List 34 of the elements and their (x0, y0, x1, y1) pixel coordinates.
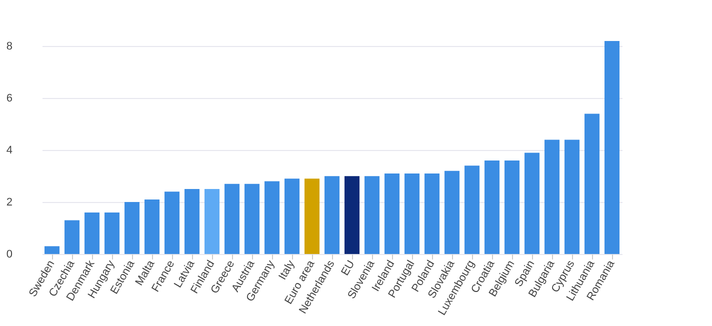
bar (324, 176, 340, 254)
bar (564, 140, 580, 254)
bar (124, 202, 140, 254)
bar (84, 212, 100, 254)
bar (304, 178, 320, 254)
y-tick-label: 0 (6, 248, 12, 260)
bar (284, 178, 300, 254)
bar (184, 189, 200, 254)
bar (524, 152, 540, 254)
bar (244, 184, 260, 254)
bar (364, 176, 380, 254)
bar (344, 176, 360, 254)
y-tick-label: 2 (6, 196, 12, 209)
bar (264, 181, 280, 254)
bar (444, 170, 460, 254)
bar (384, 173, 400, 254)
bar (104, 212, 120, 254)
bar (404, 173, 420, 254)
bar (144, 199, 160, 254)
bar (164, 192, 180, 254)
bar (464, 166, 480, 254)
bar (584, 114, 600, 254)
bar (424, 173, 440, 254)
bar (504, 160, 520, 254)
bar (544, 140, 560, 254)
y-tick-label: 6 (6, 92, 12, 105)
y-tick-label: 8 (6, 40, 12, 53)
bar (44, 246, 60, 254)
y-tick-label: 4 (6, 144, 12, 157)
bar (204, 189, 220, 254)
bar (484, 160, 500, 254)
bar (224, 184, 240, 254)
bar (64, 220, 80, 254)
bar (604, 41, 620, 254)
